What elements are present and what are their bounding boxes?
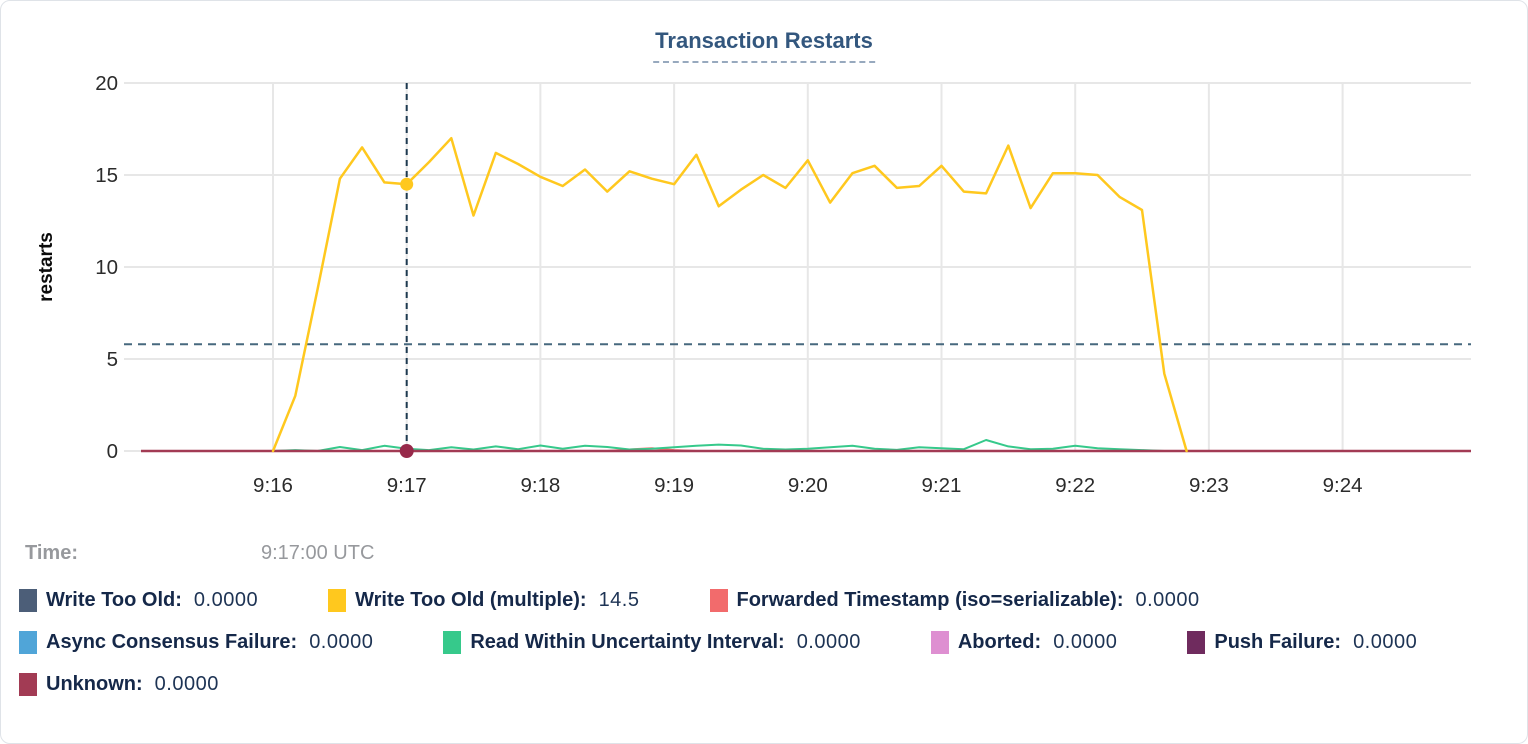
svg-text:9:22: 9:22 [1055,474,1095,497]
legend-swatch-forwarded-timestamp-iso-serializable [709,589,728,612]
legend-label: Write Too Old (multiple): [355,589,587,611]
legend-item-write-too-old-multiple: Write Too Old (multiple): 14.5 [328,589,639,612]
legend-label: Unknown: [46,673,143,695]
svg-text:9:17: 9:17 [387,474,427,497]
svg-text:9:21: 9:21 [922,474,962,497]
legend-label: Read Within Uncertainty Interval: [470,631,785,653]
chart-legend: Write Too Old: 0.0000 Write Too Old (multi… [19,589,1517,715]
svg-text:15: 15 [95,164,118,187]
legend-item-write-too-old: Write Too Old: 0.0000 [19,589,258,612]
time-value: 9:17:00 UTC [261,542,375,564]
legend-swatch-aborted [930,631,949,654]
legend-value: 0.0000 [309,631,374,653]
series-line-write-too-old-multiple [271,136,1188,453]
hover-time-row: Time: 9:17:00 UTC [25,542,374,565]
legend-label: Write Too Old: [46,589,182,611]
legend-item-async-consensus-failure: Async Consensus Failure: 0.0000 [19,631,373,654]
legend-label: Push Failure: [1214,631,1342,653]
gridlines [124,82,1471,452]
legend-value: 0.0000 [796,631,861,653]
transaction-restarts-chart[interactable]: 0 5 10 15 20 9:16 9:17 9:18 9:19 9:20 9:21 9:22 9:23… [1,1,1528,521]
svg-text:0: 0 [107,440,118,463]
legend-item-read-within-uncertainty-interval: Read Within Uncertainty Interval: 0.0000 [443,631,861,654]
chart-title[interactable]: Transaction Restarts [653,28,875,63]
svg-text:9:23: 9:23 [1189,474,1229,497]
svg-text:9:19: 9:19 [654,474,694,497]
legend-item-aborted: Aborted: 0.0000 [930,631,1118,654]
legend-row-2: Async Consensus Failure: 0.0000 Read Withi… [19,631,1517,654]
legend-row-3: Unknown: 0.0000 [19,673,1517,696]
svg-text:9:18: 9:18 [520,474,560,497]
legend-item-push-failure: Push Failure: 0.0000 [1187,631,1417,654]
legend-item-forwarded-timestamp-iso-serializable: Forwarded Timestamp (iso=serializable): 0… [709,589,1200,612]
legend-swatch-write-too-old-multiple [328,589,347,612]
legend-value: 0.0000 [193,589,259,611]
legend-label: Aborted: [957,631,1042,653]
svg-text:9:20: 9:20 [788,474,828,497]
legend-value: 0.0000 [1353,631,1418,653]
legend-swatch-async-consensus-failure [19,631,37,654]
svg-text:5: 5 [107,348,118,371]
legend-value: 0.0000 [154,673,219,695]
svg-text:9:24: 9:24 [1323,474,1363,497]
legend-swatch-write-too-old [19,589,37,612]
legend-swatch-read-within-uncertainty-interval [443,631,462,654]
legend-value: 0.0000 [1053,631,1118,653]
hover-point-write-too-old-multiple [400,177,414,191]
x-axis-tick-labels: 9:16 9:17 9:18 9:19 9:20 9:21 9:22 9:23 9:24 [253,474,1363,497]
svg-text:20: 20 [95,72,118,95]
legend-swatch-push-failure [1187,631,1206,654]
time-label: Time: [25,542,78,564]
svg-text:10: 10 [95,256,118,279]
svg-text:9:16: 9:16 [253,474,293,497]
legend-label: Forwarded Timestamp (iso=serializable): [736,589,1124,611]
legend-row-1: Write Too Old: 0.0000 Write Too Old (multi… [19,589,1517,612]
legend-item-unknown: Unknown: 0.0000 [19,673,219,696]
hover-point-unknown [399,444,414,458]
legend-value: 14.5 [598,589,640,611]
legend-value: 0.0000 [1135,589,1200,611]
y-axis-tick-labels: 0 5 10 15 20 [95,72,118,463]
legend-swatch-unknown [19,673,37,696]
legend-label: Async Consensus Failure: [46,631,298,653]
